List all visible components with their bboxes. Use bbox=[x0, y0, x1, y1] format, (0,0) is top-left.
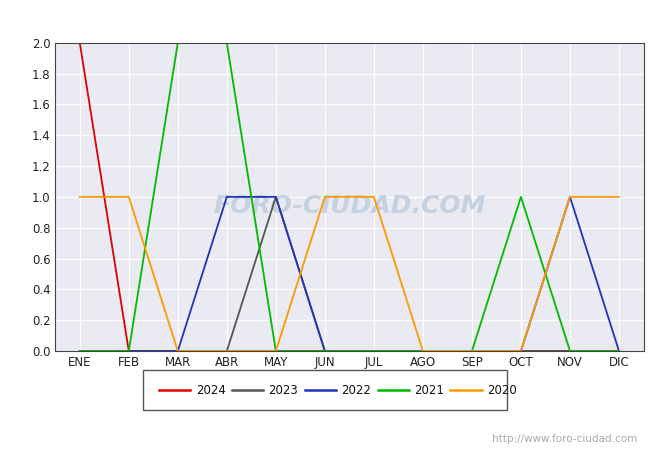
Text: 2021: 2021 bbox=[414, 384, 444, 397]
FancyBboxPatch shape bbox=[143, 370, 507, 410]
2024 bbox=[566, 348, 574, 354]
2023 bbox=[370, 348, 378, 354]
Line: 2023: 2023 bbox=[80, 197, 619, 351]
2022 bbox=[468, 348, 476, 354]
Text: Matriculaciones de Vehiculos en Aras de los Olmos: Matriculaciones de Vehiculos en Aras de … bbox=[122, 14, 528, 28]
2020 bbox=[419, 348, 427, 354]
2021 bbox=[272, 348, 280, 354]
2023 bbox=[566, 348, 574, 354]
Text: 2022: 2022 bbox=[341, 384, 371, 397]
2023 bbox=[517, 348, 525, 354]
2023 bbox=[321, 348, 329, 354]
2020 bbox=[468, 348, 476, 354]
2024 bbox=[321, 348, 329, 354]
2024 bbox=[174, 348, 182, 354]
2024 bbox=[125, 348, 133, 354]
2022 bbox=[419, 348, 427, 354]
2024 bbox=[76, 40, 84, 45]
2021 bbox=[566, 348, 574, 354]
Text: FORO-CIUDAD.COM: FORO-CIUDAD.COM bbox=[213, 194, 486, 218]
2021 bbox=[76, 348, 84, 354]
2023 bbox=[468, 348, 476, 354]
Text: http://www.foro-ciudad.com: http://www.foro-ciudad.com bbox=[492, 434, 637, 444]
2023 bbox=[223, 348, 231, 354]
Text: 2020: 2020 bbox=[487, 384, 517, 397]
2022 bbox=[76, 348, 84, 354]
2022 bbox=[321, 348, 329, 354]
Line: 2024: 2024 bbox=[80, 43, 619, 351]
2024 bbox=[615, 348, 623, 354]
2021 bbox=[468, 348, 476, 354]
2020 bbox=[321, 194, 329, 200]
2023 bbox=[419, 348, 427, 354]
2021 bbox=[517, 194, 525, 200]
2023 bbox=[76, 348, 84, 354]
2022 bbox=[566, 194, 574, 200]
2020 bbox=[615, 194, 623, 200]
Text: 2023: 2023 bbox=[268, 384, 298, 397]
2022 bbox=[615, 348, 623, 354]
2020 bbox=[272, 348, 280, 354]
2020 bbox=[174, 348, 182, 354]
2020 bbox=[76, 194, 84, 200]
2023 bbox=[174, 348, 182, 354]
2020 bbox=[517, 348, 525, 354]
2022 bbox=[174, 348, 182, 354]
2021 bbox=[321, 348, 329, 354]
2020 bbox=[125, 194, 133, 200]
2020 bbox=[566, 194, 574, 200]
2024 bbox=[272, 348, 280, 354]
2022 bbox=[370, 348, 378, 354]
2021 bbox=[370, 348, 378, 354]
2022 bbox=[272, 194, 280, 200]
2023 bbox=[272, 194, 280, 200]
2020 bbox=[223, 348, 231, 354]
2021 bbox=[125, 348, 133, 354]
2022 bbox=[125, 348, 133, 354]
2023 bbox=[615, 348, 623, 354]
Line: 2021: 2021 bbox=[80, 43, 619, 351]
2021 bbox=[223, 40, 231, 45]
2024 bbox=[517, 348, 525, 354]
2024 bbox=[419, 348, 427, 354]
2021 bbox=[615, 348, 623, 354]
2020 bbox=[370, 194, 378, 200]
2023 bbox=[125, 348, 133, 354]
2021 bbox=[174, 40, 182, 45]
2024 bbox=[370, 348, 378, 354]
2024 bbox=[223, 348, 231, 354]
2022 bbox=[223, 194, 231, 200]
Line: 2020: 2020 bbox=[80, 197, 619, 351]
2024 bbox=[468, 348, 476, 354]
2021 bbox=[419, 348, 427, 354]
Text: 2024: 2024 bbox=[196, 384, 226, 397]
2022 bbox=[517, 348, 525, 354]
Line: 2022: 2022 bbox=[80, 197, 619, 351]
